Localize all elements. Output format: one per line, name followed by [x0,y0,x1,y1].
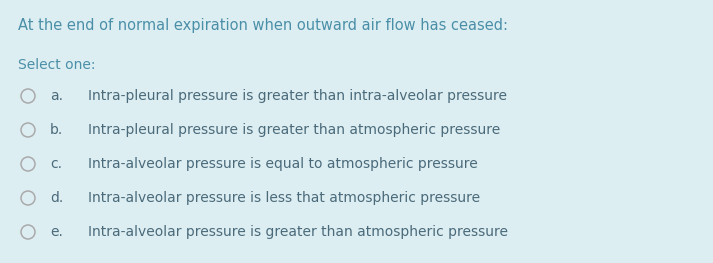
Text: Intra-pleural pressure is greater than atmospheric pressure: Intra-pleural pressure is greater than a… [88,123,501,137]
Text: e.: e. [50,225,63,239]
Text: At the end of normal expiration when outward air flow has ceased:: At the end of normal expiration when out… [18,18,508,33]
Text: Intra-alveolar pressure is equal to atmospheric pressure: Intra-alveolar pressure is equal to atmo… [88,157,478,171]
Text: Intra-pleural pressure is greater than intra-alveolar pressure: Intra-pleural pressure is greater than i… [88,89,507,103]
Text: c.: c. [50,157,62,171]
Text: Intra-alveolar pressure is less that atmospheric pressure: Intra-alveolar pressure is less that atm… [88,191,480,205]
Text: Intra-alveolar pressure is greater than atmospheric pressure: Intra-alveolar pressure is greater than … [88,225,508,239]
Text: a.: a. [50,89,63,103]
Text: b.: b. [50,123,63,137]
Text: d.: d. [50,191,63,205]
Text: Select one:: Select one: [18,58,96,72]
